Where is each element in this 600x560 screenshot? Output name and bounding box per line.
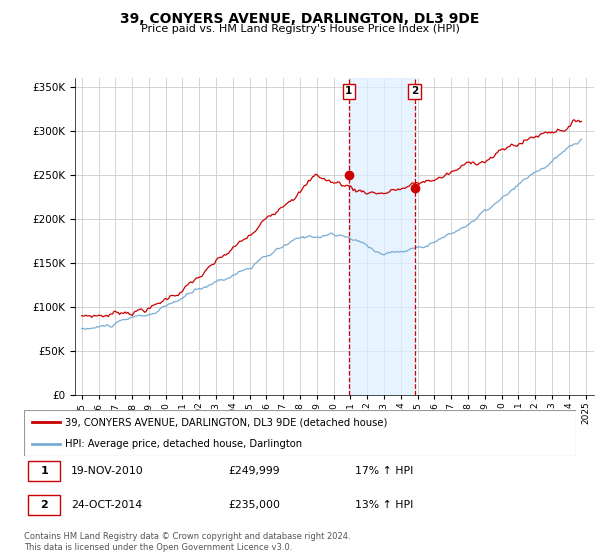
Text: Price paid vs. HM Land Registry's House Price Index (HPI): Price paid vs. HM Land Registry's House …: [140, 24, 460, 34]
Text: 24-OCT-2014: 24-OCT-2014: [71, 500, 142, 510]
Text: Contains HM Land Registry data © Crown copyright and database right 2024.: Contains HM Land Registry data © Crown c…: [24, 532, 350, 541]
Text: This data is licensed under the Open Government Licence v3.0.: This data is licensed under the Open Gov…: [24, 543, 292, 552]
FancyBboxPatch shape: [28, 495, 61, 515]
Text: 13% ↑ HPI: 13% ↑ HPI: [355, 500, 413, 510]
Text: £249,999: £249,999: [228, 466, 280, 476]
Text: HPI: Average price, detached house, Darlington: HPI: Average price, detached house, Darl…: [65, 440, 302, 450]
Bar: [349, 78, 415, 395]
FancyBboxPatch shape: [24, 410, 576, 456]
Text: £235,000: £235,000: [228, 500, 280, 510]
Text: 1: 1: [41, 466, 48, 476]
Text: 39, CONYERS AVENUE, DARLINGTON, DL3 9DE: 39, CONYERS AVENUE, DARLINGTON, DL3 9DE: [121, 12, 479, 26]
Text: 1: 1: [345, 86, 352, 96]
Text: 2: 2: [411, 86, 418, 96]
Text: 17% ↑ HPI: 17% ↑ HPI: [355, 466, 413, 476]
Text: 19-NOV-2010: 19-NOV-2010: [71, 466, 143, 476]
Text: 2: 2: [41, 500, 48, 510]
FancyBboxPatch shape: [28, 461, 61, 480]
Text: 39, CONYERS AVENUE, DARLINGTON, DL3 9DE (detached house): 39, CONYERS AVENUE, DARLINGTON, DL3 9DE …: [65, 417, 388, 427]
